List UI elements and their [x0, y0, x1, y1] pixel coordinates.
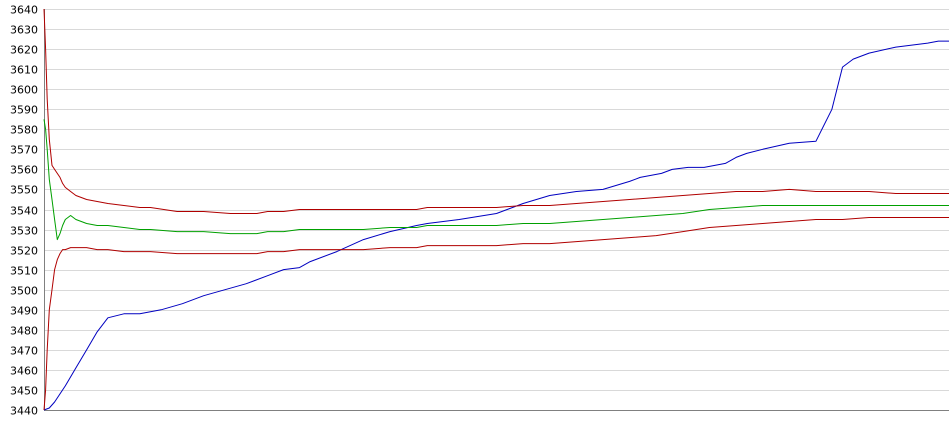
series-line-4 [43, 217, 949, 411]
y-tick-label: 3600 [10, 84, 38, 97]
axes [44, 9, 949, 411]
y-tick-labels: 3640 3630 3620 3610 3600 3590 3580 3570 3560 3550… [10, 4, 38, 418]
y-tick-label: 3550 [10, 184, 38, 197]
y-tick-label: 3580 [10, 124, 38, 137]
y-tick-label: 3460 [10, 365, 38, 378]
series-line-2 [43, 119, 949, 241]
y-tick-label: 3560 [10, 164, 38, 177]
y-tick-label: 3490 [10, 305, 38, 318]
y-tick-label: 3620 [10, 44, 38, 57]
series-lines [43, 8, 949, 411]
y-tick-label: 3440 [10, 405, 38, 418]
y-tick-label: 3630 [10, 24, 38, 37]
y-tick-label: 3610 [10, 64, 38, 77]
series-line-3 [43, 8, 949, 214]
y-tick-label: 3530 [10, 225, 38, 238]
y-tick-label: 3480 [10, 325, 38, 338]
series-line-1 [43, 40, 949, 411]
y-tick-label: 3570 [10, 144, 38, 157]
y-tick-label: 3510 [10, 265, 38, 278]
gridlines [44, 9, 949, 411]
y-tick-label: 3590 [10, 104, 38, 117]
y-tick-label: 3450 [10, 385, 38, 398]
y-tick-label: 3540 [10, 205, 38, 218]
y-tick-label: 3470 [10, 345, 38, 358]
y-tick-label: 3520 [10, 245, 38, 258]
y-tick-label: 3640 [10, 4, 38, 17]
y-tick-label: 3500 [10, 285, 38, 298]
